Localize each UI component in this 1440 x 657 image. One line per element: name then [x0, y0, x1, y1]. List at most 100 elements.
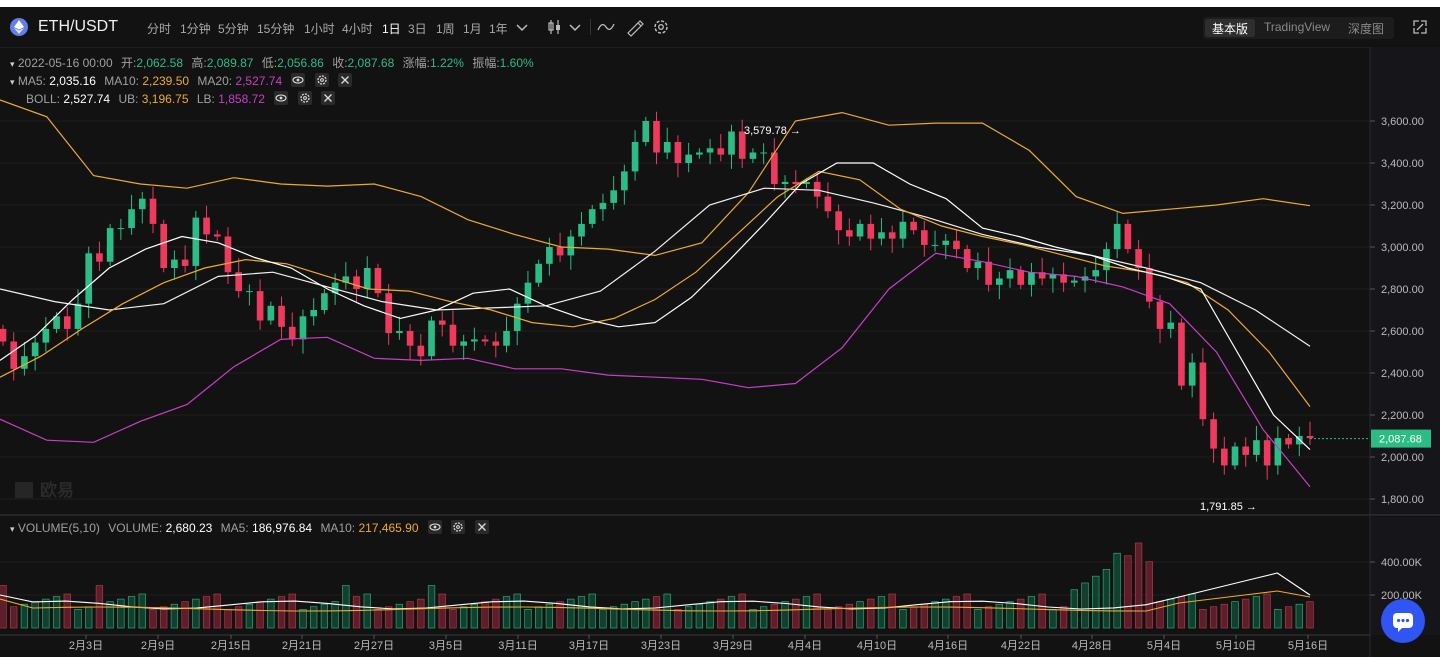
boll-value: 2,527.74 — [63, 92, 111, 106]
volume-bar — [406, 601, 414, 629]
candle-body — [674, 142, 682, 163]
candle-body — [96, 253, 103, 262]
candle-body — [760, 152, 767, 154]
time-tick-label: 3月29日 — [713, 640, 753, 652]
last-price-tag — [1371, 429, 1431, 448]
gear-icon[interactable] — [314, 73, 329, 87]
mode-depth[interactable]: 深度图 — [1348, 22, 1385, 36]
time-tick-label: 4月10日 — [857, 640, 897, 652]
symbol-title[interactable]: ETH/USDT — [38, 18, 118, 35]
volume-bar — [1231, 601, 1239, 629]
legend-date: 2022-05-16 00:00 — [17, 56, 113, 70]
volume-bar — [320, 603, 329, 629]
timeframe-tab[interactable]: 1日 — [382, 22, 401, 36]
timeframe-tab[interactable]: 1周 — [436, 22, 455, 36]
timeframe-tab[interactable]: 1小时 — [304, 22, 335, 36]
price-chart[interactable]: 3,600.00 3,400.00 3,200.00 3,000.00 2,800.00… — [0, 7, 1440, 657]
volume-bar — [85, 606, 93, 629]
open-label: 开: — [120, 56, 137, 70]
candle-type-icon[interactable] — [545, 17, 565, 37]
volume-bar — [631, 601, 639, 629]
volume-bar — [792, 598, 800, 629]
volume-bar — [363, 593, 371, 629]
time-tick-label: 2月15日 — [211, 640, 251, 652]
candle-body — [717, 148, 725, 155]
timeframe-tab[interactable]: 分时 — [147, 22, 172, 36]
candle-body — [74, 303, 82, 329]
candle-body — [621, 171, 628, 191]
mode-tradingview[interactable]: TradingView — [1264, 20, 1331, 34]
candle-body — [1028, 272, 1035, 285]
time-tick-label: 4月28日 — [1072, 640, 1112, 652]
upper-band-line — [0, 99, 1311, 257]
volume-bar — [331, 601, 339, 629]
volume-bar — [299, 608, 307, 629]
candle-body — [31, 342, 39, 357]
gear-icon[interactable] — [451, 520, 466, 534]
close-icon[interactable] — [338, 73, 353, 87]
volume-bar — [942, 598, 950, 629]
volume-bar — [974, 608, 982, 629]
candle-body — [663, 142, 671, 153]
volume-bar — [770, 603, 778, 629]
volume-bar — [1274, 608, 1282, 629]
volume-bar — [1188, 593, 1196, 629]
candle-body — [1178, 322, 1185, 386]
candle-body — [160, 223, 168, 268]
timeframe-tab[interactable]: 4小时 — [342, 22, 373, 36]
settings-gear-icon[interactable] — [651, 17, 671, 37]
volume-bar — [1252, 596, 1261, 629]
timeframe-tab[interactable]: 3日 — [408, 22, 427, 36]
candle-body — [1274, 438, 1282, 466]
timeframe-tab[interactable]: 1年 — [489, 22, 508, 36]
candle-body — [888, 232, 896, 239]
candle-body — [706, 148, 714, 153]
chevron-down-icon[interactable] — [512, 17, 532, 37]
time-tick-label: 5月10日 — [1216, 640, 1256, 652]
close-icon[interactable] — [474, 520, 489, 534]
candle-body — [1306, 436, 1314, 439]
volume-bar — [577, 596, 586, 629]
drawing-tool-icon[interactable] — [624, 17, 644, 37]
eye-icon[interactable] — [274, 91, 289, 105]
eye-icon[interactable] — [291, 73, 306, 87]
price-tick-label: 3,400.00 — [1381, 158, 1424, 170]
candle-body — [835, 211, 842, 231]
candle-body — [374, 268, 382, 294]
volume-bar — [245, 603, 254, 629]
timeframe-tab[interactable]: 15分钟 — [257, 22, 295, 36]
candle-body — [492, 341, 500, 346]
candle-body — [1038, 272, 1046, 279]
fullscreen-icon[interactable] — [1410, 17, 1430, 37]
candle-body — [1167, 322, 1175, 329]
volume-bar — [1199, 608, 1207, 629]
watermark-text: 欧易 — [40, 480, 74, 500]
candle-body — [85, 253, 93, 304]
volume-bar — [63, 593, 71, 629]
timeframe-tab[interactable]: 1月 — [463, 22, 482, 36]
min-price-marker: 1,791.85 → — [1200, 501, 1257, 513]
chat-support-button[interactable] — [1381, 599, 1425, 643]
candle-body — [1188, 362, 1196, 386]
candle-body — [471, 339, 478, 342]
volume-bar — [224, 608, 232, 629]
gear-icon[interactable] — [297, 91, 312, 105]
candle-body — [310, 310, 318, 317]
timeframe-tab[interactable]: 5分钟 — [218, 22, 249, 36]
timeframe-tab[interactable]: 1分钟 — [180, 22, 211, 36]
volume-bar — [138, 593, 146, 629]
candle-body — [653, 121, 660, 153]
indicator-icon[interactable] — [596, 17, 616, 37]
volume-bar — [267, 598, 275, 629]
candle-body — [267, 305, 275, 321]
price-tick-label: 3,600.00 — [1381, 116, 1424, 128]
volume-bar — [192, 598, 200, 629]
volume-bar — [1113, 552, 1121, 629]
time-tick-label: 3月17日 — [569, 640, 609, 652]
mode-basic[interactable]: 基本版 — [1212, 22, 1249, 36]
chevron-down-icon[interactable] — [565, 17, 585, 37]
close-icon[interactable] — [320, 91, 335, 105]
candle-body — [53, 316, 60, 329]
eye-icon[interactable] — [427, 520, 442, 534]
candle-body — [428, 320, 435, 357]
